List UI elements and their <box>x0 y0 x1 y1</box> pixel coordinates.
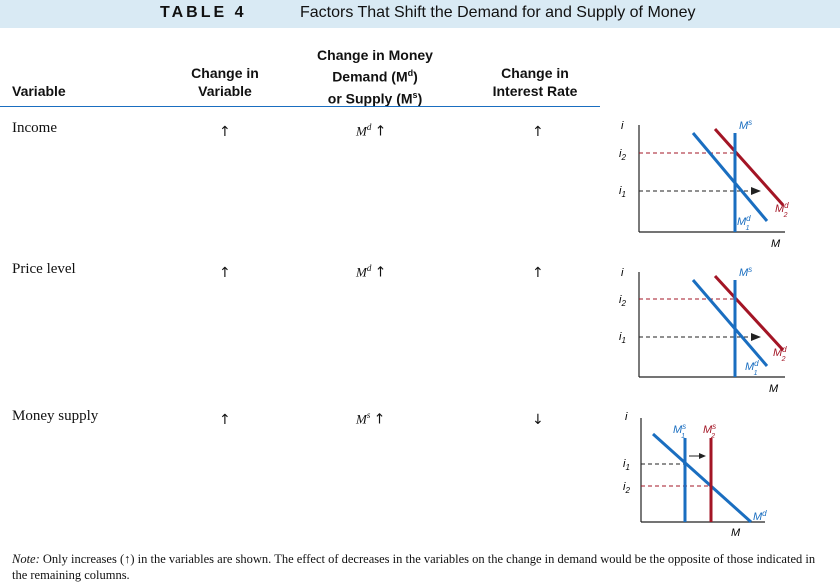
graph-price-level: i i2 i1 Ms Md 1 Md 2 M <box>619 265 787 395</box>
row-price-interest-arrow: ↑ <box>532 265 544 281</box>
axis-m-label: M <box>769 383 779 395</box>
row-supply-change-arrow: ↑ <box>219 412 231 428</box>
row-supply-money: Ms ↑ <box>356 410 386 428</box>
row-income-interest-arrow: ↑ <box>532 124 544 140</box>
graph-income: i i2 i1 Ms Md 1 Md 2 M <box>619 118 789 250</box>
row-income-money: Md ↑ <box>356 122 387 140</box>
axis-i-label: i <box>621 267 624 279</box>
header-variable: Variable <box>12 83 66 99</box>
tick-i1: i1 <box>619 331 626 345</box>
md1-label: Md 1 <box>737 214 751 232</box>
row-price-money: Md ↑ <box>356 263 387 281</box>
axis-i-label: i <box>621 120 624 132</box>
tick-i1: i1 <box>619 185 626 199</box>
shift-arrow <box>751 333 761 341</box>
ms-label: Ms <box>739 118 752 132</box>
ms1-label: Ms 1 <box>673 422 686 440</box>
table-note: Note: Only increases (↑) in the variable… <box>12 552 816 582</box>
md2-label: Md 2 <box>775 201 789 219</box>
ms2-label: Ms 2 <box>703 422 716 440</box>
md1-curve <box>691 279 769 367</box>
md-curve <box>651 432 753 524</box>
row-supply-interest-arrow: ↓ <box>532 412 544 428</box>
tick-i2: i2 <box>623 481 630 495</box>
tick-i1: i1 <box>623 458 630 472</box>
md-label: Md <box>753 509 767 523</box>
md2-curve <box>713 274 785 352</box>
ms-label: Ms <box>739 265 752 279</box>
shift-arrow <box>751 187 761 195</box>
header-rule <box>0 106 600 107</box>
graph-money-supply: i i1 i2 Ms 1 Ms 2 Md M <box>623 411 767 539</box>
row-price-level-label: Price level <box>12 261 76 277</box>
table-label: TABLE 4 <box>160 4 247 21</box>
axis-m-label: M <box>771 238 781 250</box>
axis-m-label: M <box>731 527 741 539</box>
tick-i2: i2 <box>619 148 626 162</box>
md2-label: Md 2 <box>773 345 787 363</box>
row-income-label: Income <box>12 120 57 136</box>
row-money-supply-label: Money supply <box>12 408 99 424</box>
table-title: Factors That Shift the Demand for and Su… <box>300 4 696 21</box>
row-price-change-arrow: ↑ <box>219 265 231 281</box>
md1-label: Md 1 <box>745 359 759 377</box>
row-income-change-arrow: ↑ <box>219 124 231 140</box>
header-change-in-money: Change in Money Demand (Md) or Supply (M… <box>317 47 433 107</box>
header-change-in-interest: Change in Interest Rate <box>492 65 578 99</box>
shift-arrow <box>699 453 706 459</box>
title-bar <box>0 0 840 28</box>
header-change-in-variable: Change in Variable <box>191 65 259 99</box>
md2-curve <box>713 127 785 207</box>
axis-i-label: i <box>625 411 628 423</box>
md1-curve <box>691 132 769 222</box>
tick-i2: i2 <box>619 294 626 308</box>
